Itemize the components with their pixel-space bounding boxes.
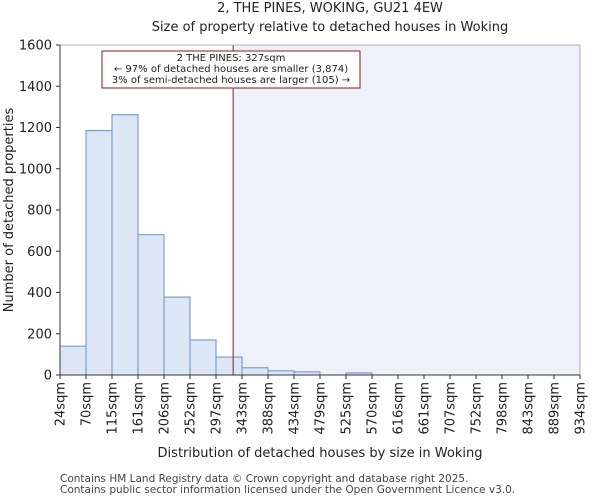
- bar: [267, 370, 295, 376]
- x-tick-label: 661sqm: [418, 382, 433, 435]
- y-tick-label: 1400: [19, 80, 52, 95]
- y-tick-label: 400: [27, 286, 52, 301]
- annotation-box: 2 THE PINES: 327sqm ← 97% of detached ho…: [101, 50, 361, 89]
- footer-copyright: Contains HM Land Registry data © Crown c…: [60, 473, 469, 485]
- bars: [59, 114, 373, 376]
- x-tick-label: 252sqm: [184, 382, 199, 435]
- annotation-line-1: 2 THE PINES: 327sqm: [177, 53, 286, 64]
- x-tick-label: 434sqm: [288, 382, 303, 435]
- annotation-line-2: ← 97% of detached houses are smaller (3,…: [114, 64, 348, 75]
- y-tick-label: 1600: [19, 39, 52, 54]
- y-tick-label: 800: [27, 204, 52, 219]
- x-tick-label: 934sqm: [574, 382, 589, 435]
- x-tick-label: 843sqm: [522, 382, 537, 435]
- chart-subtitle: Size of property relative to detached ho…: [152, 20, 508, 35]
- y-tick-label: 600: [27, 245, 52, 260]
- y-tick-label: 200: [27, 327, 52, 342]
- highlight-rect: [233, 45, 580, 375]
- bar: [215, 356, 243, 376]
- x-tick-label: 570sqm: [366, 382, 381, 435]
- bar: [189, 339, 217, 376]
- x-tick-label: 343sqm: [236, 382, 251, 435]
- bar: [137, 234, 165, 376]
- y-axis-ticks: 0 200 400 600 800 1000 1200 1400 1600: [19, 39, 60, 384]
- x-tick-label: 752sqm: [470, 382, 485, 435]
- footer-licence: Contains public sector information licen…: [60, 484, 516, 496]
- x-tick-label: 889sqm: [548, 382, 563, 435]
- x-axis-ticks: 24sqm 70sqm 115sqm 161sqm 206sqm 252sqm 297sqm…: [54, 375, 589, 435]
- bar: [85, 130, 113, 376]
- bar: [241, 367, 269, 376]
- larger-houses-region: [233, 45, 580, 375]
- x-axis-label: Distribution of detached houses by size …: [158, 446, 483, 461]
- x-tick-label: 161sqm: [132, 382, 147, 435]
- bar: [111, 114, 139, 376]
- annotation-line-3: 3% of semi-detached houses are larger (1…: [112, 75, 350, 86]
- annotation-frame: [101, 50, 361, 89]
- bar: [163, 296, 191, 376]
- x-tick-label: 616sqm: [392, 382, 407, 435]
- x-tick-label: 24sqm: [54, 382, 69, 426]
- chart-title: 2, THE PINES, WOKING, GU21 4EW: [217, 1, 443, 16]
- x-tick-label: 798sqm: [496, 382, 511, 435]
- x-tick-label: 70sqm: [80, 382, 95, 426]
- x-tick-label: 525sqm: [340, 382, 355, 435]
- x-tick-label: 297sqm: [210, 382, 225, 435]
- y-tick-label: 1000: [19, 162, 52, 177]
- y-axis-label: Number of detached properties: [2, 108, 17, 313]
- x-tick-label: 707sqm: [444, 382, 459, 435]
- x-tick-label: 388sqm: [262, 382, 277, 435]
- y-tick-label: 1200: [19, 121, 52, 136]
- x-tick-label: 115sqm: [106, 382, 121, 435]
- x-tick-label: 206sqm: [158, 382, 173, 435]
- bar: [59, 345, 87, 376]
- y-tick-label: 0: [44, 369, 52, 384]
- x-tick-label: 479sqm: [314, 382, 329, 435]
